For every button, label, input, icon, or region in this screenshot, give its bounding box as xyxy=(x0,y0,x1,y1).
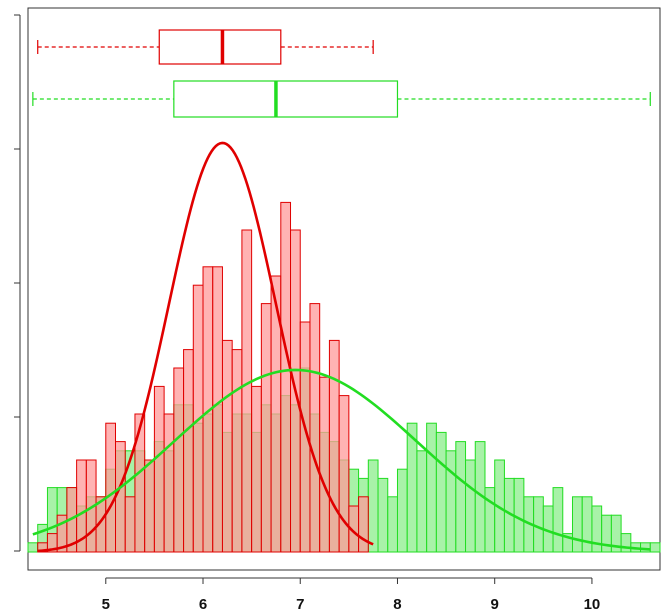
histogram-bar xyxy=(221,339,233,553)
histogram-bar xyxy=(27,542,39,553)
histogram-bar xyxy=(416,450,428,553)
histogram-bar xyxy=(231,349,243,553)
histogram-bar xyxy=(105,422,116,553)
histogram-bar xyxy=(552,487,564,553)
histogram-bar xyxy=(465,459,476,553)
histogram-bar xyxy=(426,422,437,553)
histogram-bar xyxy=(367,459,379,553)
histogram-bar xyxy=(319,376,330,553)
histogram-bar xyxy=(455,441,467,553)
plot-frame xyxy=(27,7,661,571)
histogram-bar xyxy=(163,413,175,553)
histogram-bar xyxy=(115,441,126,553)
histogram-bars xyxy=(27,201,661,553)
density-curve xyxy=(37,141,374,553)
x-tick-label: 8 xyxy=(393,596,401,613)
histogram-bar xyxy=(406,422,418,553)
histogram-bar xyxy=(134,413,146,553)
histogram-bar xyxy=(358,496,369,553)
histogram-bar xyxy=(212,266,223,553)
histogram-bar xyxy=(251,385,262,553)
histogram-bar xyxy=(124,496,136,553)
histogram-bar xyxy=(173,367,185,553)
density-curves xyxy=(32,141,651,553)
histogram-bar xyxy=(309,303,321,553)
histogram-bar xyxy=(533,496,544,553)
axes: 5 6 7 8 9 10 xyxy=(14,14,601,613)
density-curve xyxy=(32,368,651,551)
histogram-bar xyxy=(620,533,632,553)
histogram-bar xyxy=(144,459,155,553)
x-tick-label: 9 xyxy=(491,596,499,613)
x-tick-label: 7 xyxy=(296,596,304,613)
x-tick-label: 6 xyxy=(199,596,207,613)
histogram-bar xyxy=(328,339,340,553)
histogram-bar xyxy=(484,487,496,553)
boxplot-box xyxy=(158,29,282,65)
histogram-bar xyxy=(445,450,457,553)
histogram-bar xyxy=(377,477,389,553)
histogram-bar xyxy=(153,385,165,553)
histogram-bar xyxy=(241,229,253,553)
histogram-bar xyxy=(387,496,398,553)
histogram-bar xyxy=(183,349,194,553)
histogram-bar xyxy=(338,395,350,553)
x-tick-label: 10 xyxy=(584,596,601,613)
histogram-bar xyxy=(649,542,661,553)
histogram-bar xyxy=(571,496,583,553)
histogram-bar xyxy=(280,201,292,553)
histogram-bar xyxy=(513,477,525,553)
boxplot-box xyxy=(173,80,399,118)
x-tick-label: 5 xyxy=(102,596,110,613)
boxplots xyxy=(32,29,651,118)
histogram-bar xyxy=(396,468,408,553)
histogram-bar xyxy=(435,431,447,553)
histogram-bar xyxy=(260,303,272,553)
